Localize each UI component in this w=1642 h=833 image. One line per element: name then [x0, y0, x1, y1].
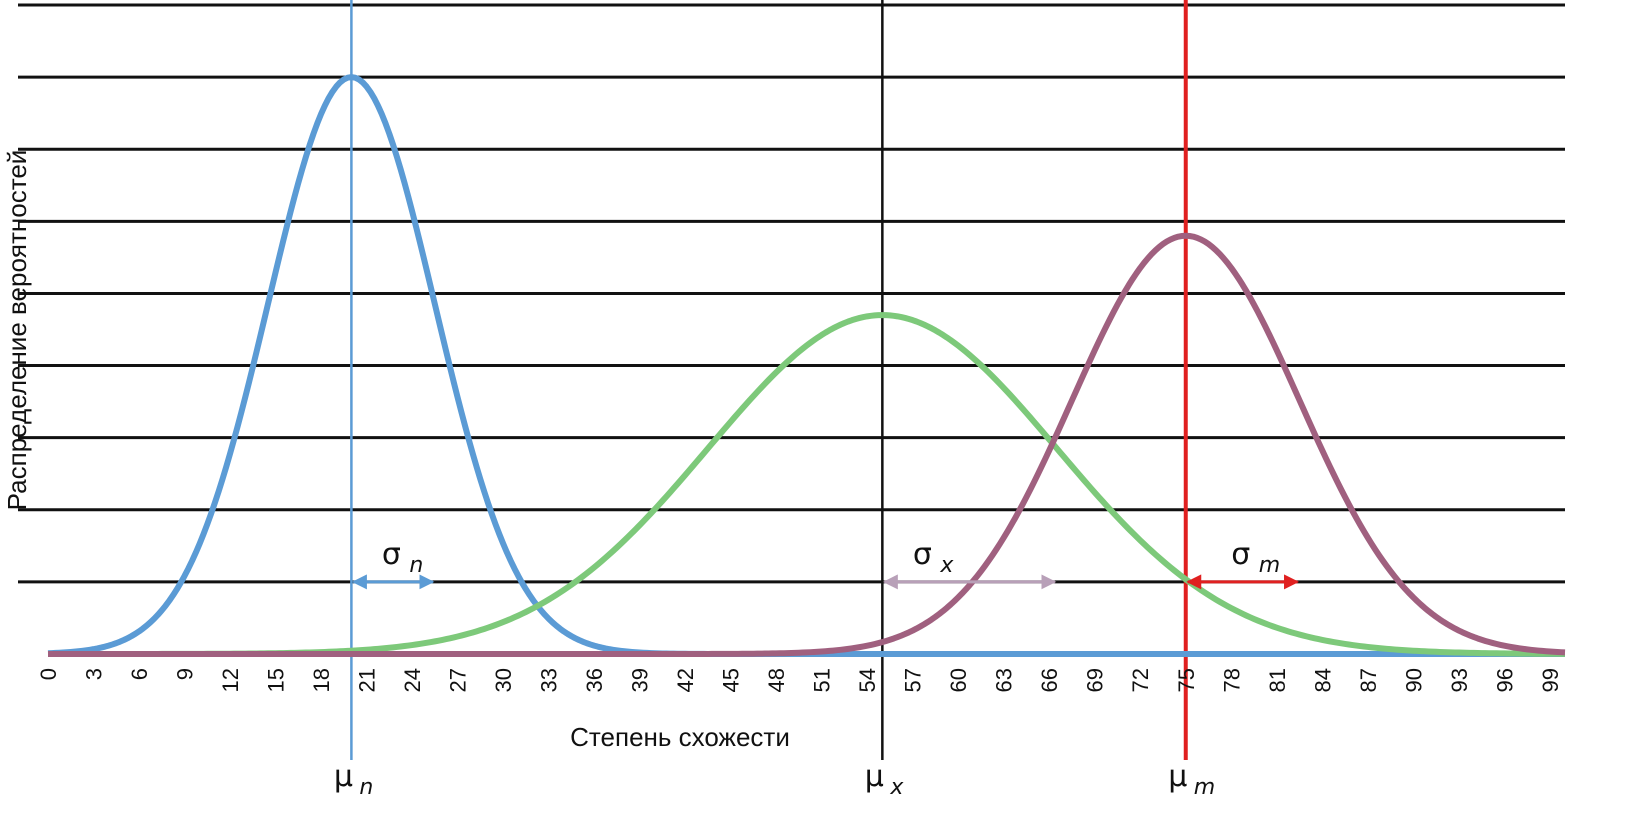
sigma-subscript: m [1259, 553, 1280, 578]
x-tick-label: 51 [810, 668, 835, 692]
mean-label: μ [1168, 759, 1187, 794]
x-tick-label: 27 [446, 668, 471, 692]
distribution-curves [47, 74, 1566, 657]
x-tick-label: 99 [1538, 668, 1563, 692]
x-tick-label: 87 [1356, 668, 1381, 692]
x-axis-title: Степень схожести [570, 722, 790, 752]
sigma-label: σ [382, 537, 401, 572]
sigma-subscript: x [939, 553, 954, 578]
mean-lines [350, 0, 1188, 760]
mean-subscript: n [359, 775, 373, 800]
x-tick-label: 33 [537, 668, 562, 692]
x-tick-label: 15 [264, 668, 289, 692]
series-curve [48, 232, 1566, 657]
x-tick-label: 39 [628, 668, 653, 692]
x-tick-label: 30 [491, 668, 516, 692]
x-tick-label: 57 [901, 668, 926, 692]
x-tick-label: 66 [1037, 668, 1062, 692]
x-tick-label: 75 [1174, 668, 1199, 692]
x-tick-label: 24 [400, 668, 425, 692]
x-tick-label: 3 [82, 668, 107, 680]
mean-subscript: m [1194, 775, 1215, 800]
x-tick-label: 9 [173, 668, 198, 680]
x-tick-labels: 0 3 6 9 12 15 18 21 24 27 30 33 36 39 42 45 48 51 54 57 60 63… [36, 668, 1563, 692]
x-tick-label: 18 [309, 668, 334, 692]
sigma-label: σ [913, 537, 932, 572]
x-tick-label: 93 [1447, 668, 1472, 692]
sigma-subscript: n [409, 553, 423, 578]
x-tick-label: 81 [1265, 668, 1290, 692]
x-tick-label: 84 [1310, 668, 1335, 692]
x-tick-label: 0 [36, 668, 61, 680]
x-tick-label: 12 [218, 668, 243, 692]
x-tick-label: 72 [1128, 668, 1153, 692]
x-tick-label: 63 [992, 668, 1017, 692]
x-tick-label: 48 [764, 668, 789, 692]
x-tick-label: 45 [719, 668, 744, 692]
x-tick-label: 96 [1492, 668, 1517, 692]
sigma-label: σ [1231, 537, 1250, 572]
mean-subscript: x [889, 775, 904, 800]
x-tick-label: 42 [673, 668, 698, 692]
x-tick-label: 78 [1219, 668, 1244, 692]
y-axis-title: Распределение вероятностей [2, 150, 32, 511]
annotations: σ nμ nσ xμ xσ mμ m [334, 537, 1280, 800]
grid-lines [18, 3, 1565, 584]
x-tick-label: 36 [582, 668, 607, 692]
x-tick-label: 54 [855, 668, 880, 692]
x-tick-label: 60 [946, 668, 971, 692]
x-tick-label: 69 [1083, 668, 1108, 692]
x-tick-label: 90 [1401, 668, 1426, 692]
x-tick-label: 6 [127, 668, 152, 680]
mean-label: μ [334, 759, 353, 794]
x-tick-label: 21 [355, 668, 380, 692]
mean-label: μ [865, 759, 884, 794]
